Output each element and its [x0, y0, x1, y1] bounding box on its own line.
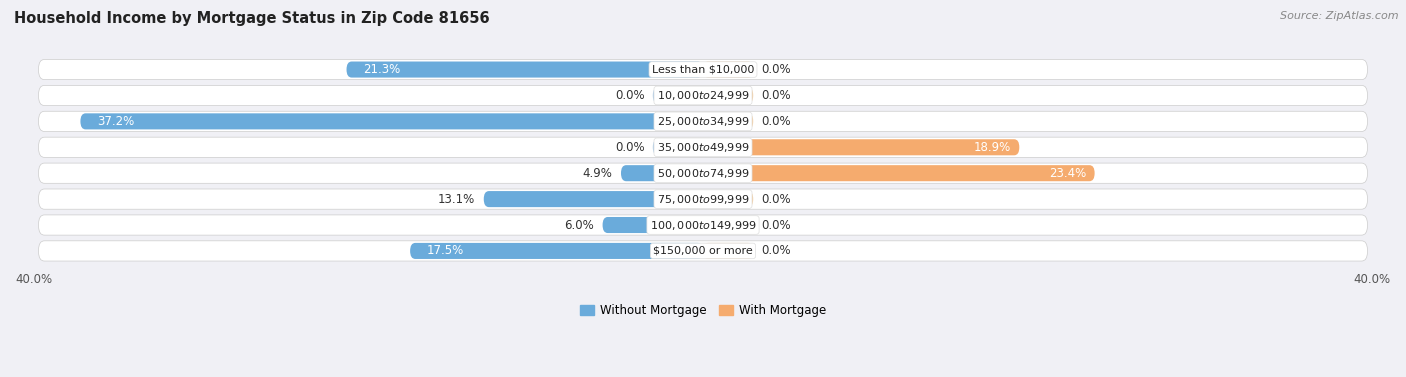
Text: 21.3%: 21.3%	[363, 63, 401, 76]
FancyBboxPatch shape	[703, 113, 754, 129]
Legend: Without Mortgage, With Mortgage: Without Mortgage, With Mortgage	[575, 300, 831, 322]
Text: 17.5%: 17.5%	[427, 244, 464, 257]
Text: 23.4%: 23.4%	[1049, 167, 1087, 180]
Text: 37.2%: 37.2%	[97, 115, 135, 128]
Text: 18.9%: 18.9%	[974, 141, 1011, 154]
FancyBboxPatch shape	[80, 113, 703, 129]
FancyBboxPatch shape	[346, 61, 703, 78]
Text: $100,000 to $149,999: $100,000 to $149,999	[650, 219, 756, 231]
FancyBboxPatch shape	[38, 241, 1368, 261]
Text: Source: ZipAtlas.com: Source: ZipAtlas.com	[1281, 11, 1399, 21]
Text: 13.1%: 13.1%	[439, 193, 475, 205]
Text: 0.0%: 0.0%	[762, 193, 792, 205]
FancyBboxPatch shape	[38, 137, 1368, 157]
Text: 4.9%: 4.9%	[582, 167, 613, 180]
FancyBboxPatch shape	[703, 243, 754, 259]
FancyBboxPatch shape	[703, 165, 1095, 181]
FancyBboxPatch shape	[38, 60, 1368, 80]
Text: $25,000 to $34,999: $25,000 to $34,999	[657, 115, 749, 128]
Text: 0.0%: 0.0%	[762, 89, 792, 102]
FancyBboxPatch shape	[38, 85, 1368, 106]
FancyBboxPatch shape	[652, 87, 703, 104]
Text: Household Income by Mortgage Status in Zip Code 81656: Household Income by Mortgage Status in Z…	[14, 11, 489, 26]
FancyBboxPatch shape	[484, 191, 703, 207]
Text: Less than $10,000: Less than $10,000	[652, 64, 754, 75]
Text: 0.0%: 0.0%	[762, 219, 792, 231]
Text: $35,000 to $49,999: $35,000 to $49,999	[657, 141, 749, 154]
FancyBboxPatch shape	[603, 217, 703, 233]
FancyBboxPatch shape	[411, 243, 703, 259]
Text: 0.0%: 0.0%	[762, 244, 792, 257]
Text: $150,000 or more: $150,000 or more	[654, 246, 752, 256]
Text: 0.0%: 0.0%	[614, 141, 644, 154]
FancyBboxPatch shape	[703, 139, 1019, 155]
FancyBboxPatch shape	[38, 189, 1368, 209]
FancyBboxPatch shape	[703, 217, 754, 233]
Text: $50,000 to $74,999: $50,000 to $74,999	[657, 167, 749, 180]
FancyBboxPatch shape	[703, 87, 754, 104]
Text: 0.0%: 0.0%	[614, 89, 644, 102]
FancyBboxPatch shape	[703, 61, 754, 78]
Text: 6.0%: 6.0%	[564, 219, 595, 231]
Text: $10,000 to $24,999: $10,000 to $24,999	[657, 89, 749, 102]
Text: $75,000 to $99,999: $75,000 to $99,999	[657, 193, 749, 205]
FancyBboxPatch shape	[38, 111, 1368, 132]
FancyBboxPatch shape	[38, 215, 1368, 235]
Text: 0.0%: 0.0%	[762, 115, 792, 128]
FancyBboxPatch shape	[703, 191, 754, 207]
Text: 0.0%: 0.0%	[762, 63, 792, 76]
FancyBboxPatch shape	[652, 139, 703, 155]
FancyBboxPatch shape	[621, 165, 703, 181]
FancyBboxPatch shape	[38, 163, 1368, 183]
